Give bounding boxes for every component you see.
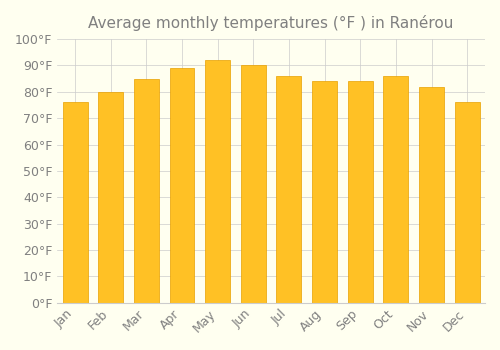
Bar	[62, 102, 88, 303]
Bar	[134, 79, 159, 303]
Bar	[454, 102, 479, 303]
Bar	[276, 76, 301, 303]
Bar	[384, 76, 408, 303]
Bar	[205, 60, 230, 303]
Bar	[98, 92, 123, 303]
Title: Average monthly temperatures (°F ) in Ranérou: Average monthly temperatures (°F ) in Ra…	[88, 15, 454, 31]
Bar	[312, 81, 337, 303]
Bar	[170, 68, 194, 303]
Bar	[348, 81, 372, 303]
Bar	[241, 65, 266, 303]
Bar	[419, 86, 444, 303]
